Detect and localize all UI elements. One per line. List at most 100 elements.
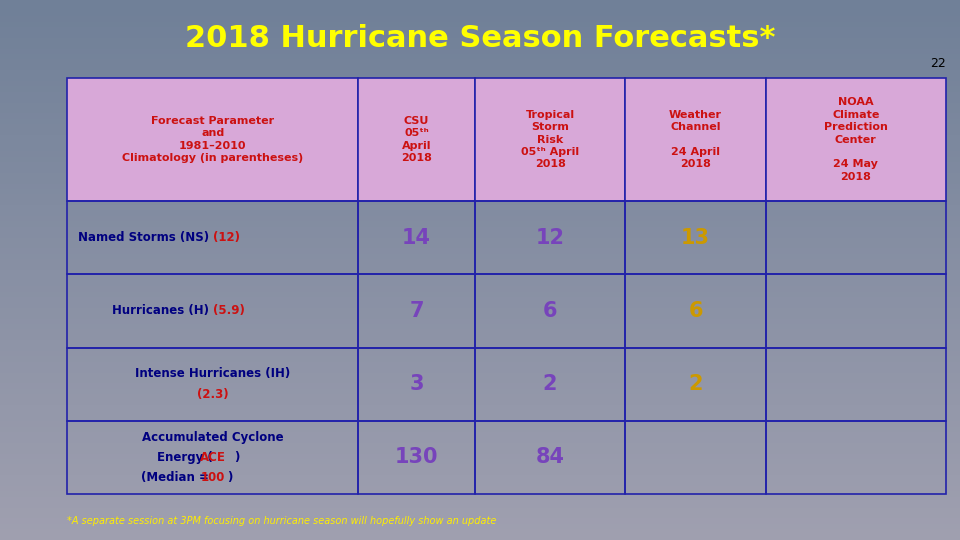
Bar	[0, 410, 960, 416]
Bar	[0, 513, 960, 518]
Bar	[0, 70, 960, 76]
Text: Hurricanes (H): Hurricanes (H)	[111, 305, 213, 318]
Bar	[0, 313, 960, 319]
Bar	[358, 421, 475, 494]
Bar	[358, 274, 475, 348]
Bar	[0, 254, 960, 259]
Bar	[0, 189, 960, 194]
Bar	[0, 113, 960, 119]
Bar	[0, 76, 960, 81]
Bar	[0, 173, 960, 178]
Bar	[766, 274, 946, 348]
Bar	[0, 405, 960, 410]
Bar	[0, 259, 960, 265]
Bar	[0, 475, 960, 481]
Text: (12): (12)	[213, 231, 240, 244]
Bar	[67, 348, 358, 421]
Bar	[475, 201, 625, 274]
Text: 14: 14	[402, 227, 431, 248]
Bar	[0, 108, 960, 113]
Bar	[358, 201, 475, 274]
Bar	[0, 383, 960, 389]
Bar	[67, 201, 358, 274]
Bar	[0, 5, 960, 11]
Bar	[0, 297, 960, 302]
Bar	[0, 286, 960, 292]
Bar	[0, 0, 960, 5]
Bar	[0, 270, 960, 275]
Bar	[0, 65, 960, 70]
Text: 130: 130	[395, 448, 439, 468]
Bar	[625, 274, 766, 348]
Bar	[0, 508, 960, 513]
Bar	[0, 340, 960, 346]
Text: Intense Hurricanes (IH): Intense Hurricanes (IH)	[135, 367, 291, 380]
Bar	[0, 232, 960, 238]
Bar	[0, 11, 960, 16]
Text: (5.9): (5.9)	[213, 305, 245, 318]
Text: Weather
Channel

24 April
2018: Weather Channel 24 April 2018	[669, 110, 722, 170]
Bar	[0, 184, 960, 189]
Bar	[0, 38, 960, 43]
Bar	[0, 448, 960, 454]
Text: (Median =: (Median =	[141, 471, 213, 484]
Text: CSU
05ᵗʰ
April
2018: CSU 05ᵗʰ April 2018	[401, 116, 432, 163]
Bar	[0, 211, 960, 216]
Bar	[0, 529, 960, 535]
Text: 12: 12	[536, 227, 564, 248]
Bar	[0, 481, 960, 486]
Bar	[0, 49, 960, 54]
Bar	[0, 454, 960, 459]
Bar	[0, 162, 960, 167]
Bar	[0, 470, 960, 475]
Text: 13: 13	[682, 227, 710, 248]
Bar	[67, 274, 358, 348]
Text: *A separate session at 3PM focusing on hurricane season will hopefully show an u: *A separate session at 3PM focusing on h…	[67, 516, 496, 526]
Bar	[0, 16, 960, 22]
Text: Energy (: Energy (	[157, 451, 213, 464]
Bar	[0, 389, 960, 394]
Text: ): )	[234, 451, 239, 464]
Bar	[0, 92, 960, 97]
Bar	[67, 421, 358, 494]
Bar	[0, 167, 960, 173]
Bar	[0, 432, 960, 437]
Bar	[0, 54, 960, 59]
Bar	[0, 421, 960, 427]
Text: 6: 6	[542, 301, 558, 321]
Bar	[0, 27, 960, 32]
Text: 84: 84	[536, 448, 564, 468]
Bar	[0, 238, 960, 243]
Bar	[625, 348, 766, 421]
Bar	[0, 97, 960, 103]
Bar	[0, 221, 960, 227]
Bar	[0, 308, 960, 313]
Bar	[625, 201, 766, 274]
Bar	[0, 227, 960, 232]
Text: 2018 Hurricane Season Forecasts*: 2018 Hurricane Season Forecasts*	[184, 24, 776, 53]
Bar	[0, 497, 960, 502]
Text: ACE: ACE	[200, 451, 226, 464]
Bar	[0, 373, 960, 378]
Bar	[0, 194, 960, 200]
Bar	[0, 124, 960, 130]
Bar	[0, 130, 960, 135]
Bar	[0, 135, 960, 140]
Bar	[0, 427, 960, 432]
Bar	[0, 119, 960, 124]
Bar	[0, 292, 960, 297]
Bar	[0, 486, 960, 491]
Bar	[0, 324, 960, 329]
Text: 6: 6	[688, 301, 703, 321]
Bar	[0, 351, 960, 356]
Text: Accumulated Cyclone: Accumulated Cyclone	[142, 431, 283, 444]
Bar	[0, 346, 960, 351]
Bar	[0, 367, 960, 373]
Bar	[0, 81, 960, 86]
Bar	[0, 157, 960, 162]
Bar	[0, 319, 960, 324]
Bar	[766, 348, 946, 421]
Text: 3: 3	[409, 374, 424, 394]
Bar	[0, 329, 960, 335]
Bar	[0, 416, 960, 421]
